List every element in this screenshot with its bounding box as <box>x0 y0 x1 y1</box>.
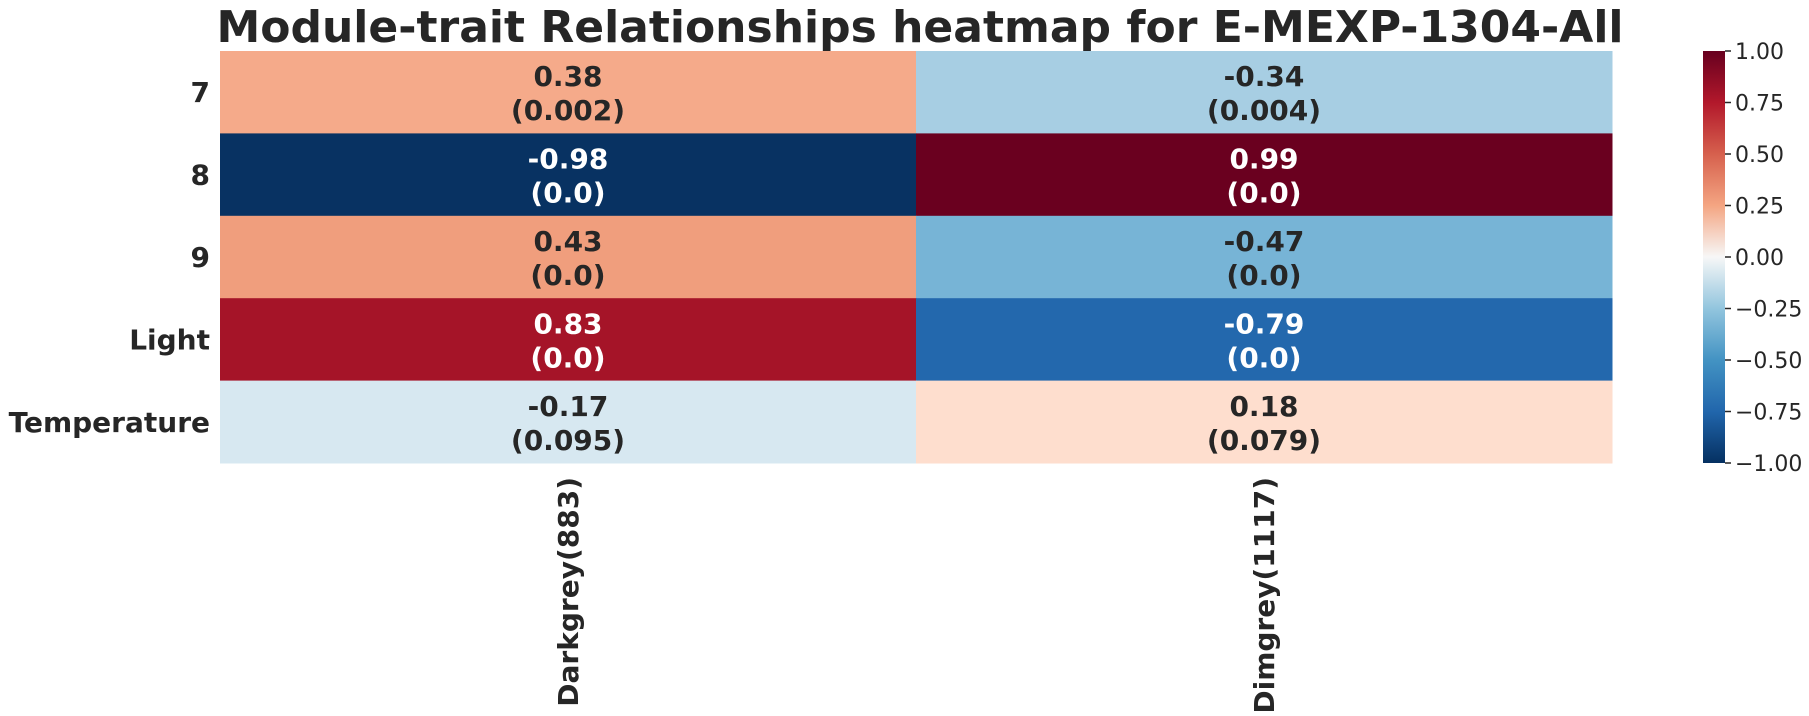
colorbar-tick-label: −0.50 <box>1735 349 1802 374</box>
cell-value-label: -0.34 <box>1224 60 1305 93</box>
cell-pvalue-label: (0.0) <box>530 259 605 292</box>
heatmap-cells: 0.38(0.002)-0.34(0.004)-0.98(0.0)0.99(0.… <box>220 51 1613 464</box>
cell-value-label: -0.47 <box>1224 225 1305 258</box>
cell-pvalue-label: (0.095) <box>511 424 625 457</box>
column-labels: Darkgrey(883) Dimgrey(1117) <box>552 477 1281 714</box>
cell-value-label: 0.18 <box>1229 390 1298 423</box>
cell-value-label: -0.98 <box>528 143 609 176</box>
cell-value-label: 0.83 <box>533 307 602 340</box>
heatmap-cell <box>220 298 917 382</box>
colorbar-gradient <box>1703 51 1725 463</box>
cell-pvalue-label: (0.002) <box>511 94 625 127</box>
heatmap-cell <box>220 380 917 464</box>
row-labels: 7 8 9 Light Temperature <box>9 76 210 439</box>
cell-pvalue-label: (0.0) <box>530 341 605 374</box>
heatmap-cell <box>916 215 1613 299</box>
colorbar-tick-label: 0.25 <box>1735 195 1784 220</box>
cell-pvalue-label: (0.0) <box>1226 341 1301 374</box>
colorbar-tick-label: −0.25 <box>1735 298 1802 323</box>
colorbar-tick-label: 1.00 <box>1735 40 1784 65</box>
colorbar-tick-label: −0.75 <box>1735 401 1802 426</box>
colorbar-tick-label: 0.50 <box>1735 143 1784 168</box>
colorbar-tick-label: −1.00 <box>1735 452 1802 477</box>
heatmap-cell <box>916 380 1613 464</box>
cell-pvalue-label: (0.0) <box>1226 259 1301 292</box>
cell-value-label: 0.38 <box>533 60 602 93</box>
cell-value-label: 0.43 <box>533 225 602 258</box>
colorbar-tick-label: 0.00 <box>1735 246 1784 271</box>
cell-value-label: 0.99 <box>1229 143 1298 176</box>
row-label: 8 <box>191 159 210 192</box>
cell-pvalue-label: (0.0) <box>1226 177 1301 210</box>
row-label: 9 <box>191 241 210 274</box>
row-label: Light <box>129 323 210 356</box>
colorbar: 1.00 0.75 0.50 0.25 0.00 −0.25 −0.50 −0.75 −1.00 <box>1703 40 1802 477</box>
column-label: Dimgrey(1117) <box>1248 477 1281 714</box>
chart-title: Module-trait Relationships heatmap for E… <box>216 2 1623 53</box>
heatmap-cell <box>220 51 917 134</box>
row-label: 7 <box>191 76 210 109</box>
row-label: Temperature <box>9 406 210 439</box>
heatmap-cell <box>220 215 917 299</box>
heatmap-cell <box>916 51 1613 134</box>
heatmap-cell <box>220 133 917 217</box>
cell-value-label: -0.79 <box>1224 307 1305 340</box>
column-label: Darkgrey(883) <box>552 477 585 707</box>
heatmap-cell <box>916 298 1613 382</box>
heatmap-cell <box>916 133 1613 217</box>
cell-pvalue-label: (0.004) <box>1207 94 1321 127</box>
cell-value-label: -0.17 <box>528 390 609 423</box>
cell-pvalue-label: (0.079) <box>1207 424 1321 457</box>
cell-pvalue-label: (0.0) <box>530 177 605 210</box>
colorbar-tick-label: 0.75 <box>1735 92 1784 117</box>
